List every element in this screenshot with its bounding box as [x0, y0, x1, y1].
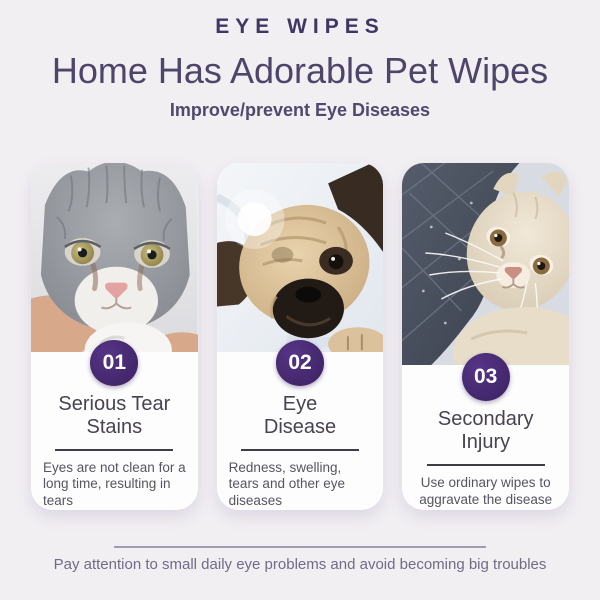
card-serious-tear-stains: 01 Serious Tear Stains Eyes are not clea… — [31, 162, 198, 510]
card-divider — [241, 448, 359, 451]
step-badge-01: 01 — [90, 340, 139, 386]
card-secondary-injury: 03 Secondary Injury Use ordinary wipes t… — [402, 162, 570, 510]
benefit-cards-row: 01 Serious Tear Stains Eyes are not clea… — [0, 162, 600, 510]
card-title-eye-disease: Eye Disease — [263, 392, 337, 439]
card-body-text: Eyes are not clean for a long time, resu… — [43, 459, 186, 509]
page-title: Home Has Adorable Pet Wipes — [51, 50, 549, 91]
card-eye-disease: 02 Eye Disease Redness, swelling, tears … — [216, 162, 384, 510]
cream-cat-blanket-photo — [402, 162, 570, 365]
grey-cat-tear-stains-photo — [31, 162, 198, 353]
footer: Pay attention to small daily eye problem… — [0, 545, 600, 573]
card-body-text: Redness, swelling, tears and other eye d… — [228, 459, 345, 509]
step-badge-02: 02 — [276, 340, 324, 386]
pug-eye-disease-photo — [216, 162, 384, 353]
card-divider — [55, 448, 174, 451]
step-badge-03: 03 — [461, 352, 510, 401]
footer-note: Pay attention to small daily eye problem… — [53, 555, 547, 573]
card-title-secondary-injury: Secondary Injury — [437, 407, 534, 454]
card-title-serious-tear-stains: Serious Tear Stains — [58, 392, 171, 439]
eyebrow-title: EYE WIPES — [215, 15, 385, 38]
card-body-text: Use ordinary wipes to aggravate the dise… — [419, 474, 553, 507]
page-subtitle: Improve/prevent Eye Diseases — [169, 99, 431, 120]
footer-divider — [114, 545, 486, 548]
card-divider — [426, 463, 545, 466]
